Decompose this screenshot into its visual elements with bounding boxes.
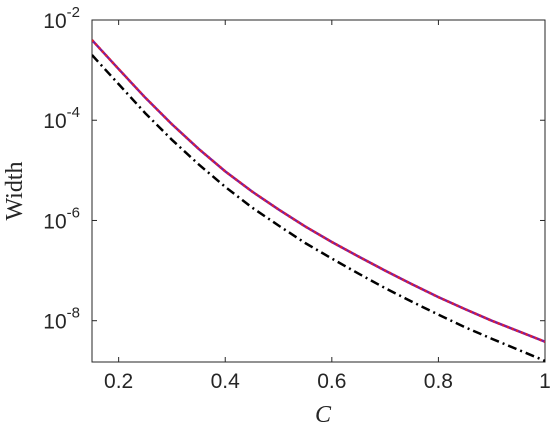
y-tick-base: 10	[43, 10, 66, 33]
y-tick-label: 10-2	[43, 4, 80, 33]
x-tick-label: 0.4	[211, 370, 241, 393]
y-tick-exponent: -2	[67, 4, 80, 21]
x-tick-label: 0.6	[317, 370, 346, 393]
x-tick-label: 0.2	[104, 370, 133, 393]
y-tick-label: 10-8	[43, 305, 80, 334]
x-tick-label: 0.8	[424, 370, 453, 393]
y-tick-exponent: -6	[67, 204, 80, 221]
y-tick-base: 10	[43, 311, 66, 334]
y-tick-exponent: -4	[67, 104, 80, 121]
x-tick-label: 1	[539, 370, 551, 393]
y-tick-label: 10-6	[43, 204, 80, 233]
y-tick-base: 10	[43, 110, 66, 133]
y-tick-label: 10-4	[43, 104, 80, 133]
axes-box	[91, 19, 546, 363]
data-line	[92, 39, 545, 343]
y-axis-label: Width	[2, 161, 28, 220]
x-axis-label: C	[315, 402, 332, 428]
y-tick-exponent: -8	[67, 305, 80, 322]
y-tick-base: 10	[43, 210, 66, 233]
